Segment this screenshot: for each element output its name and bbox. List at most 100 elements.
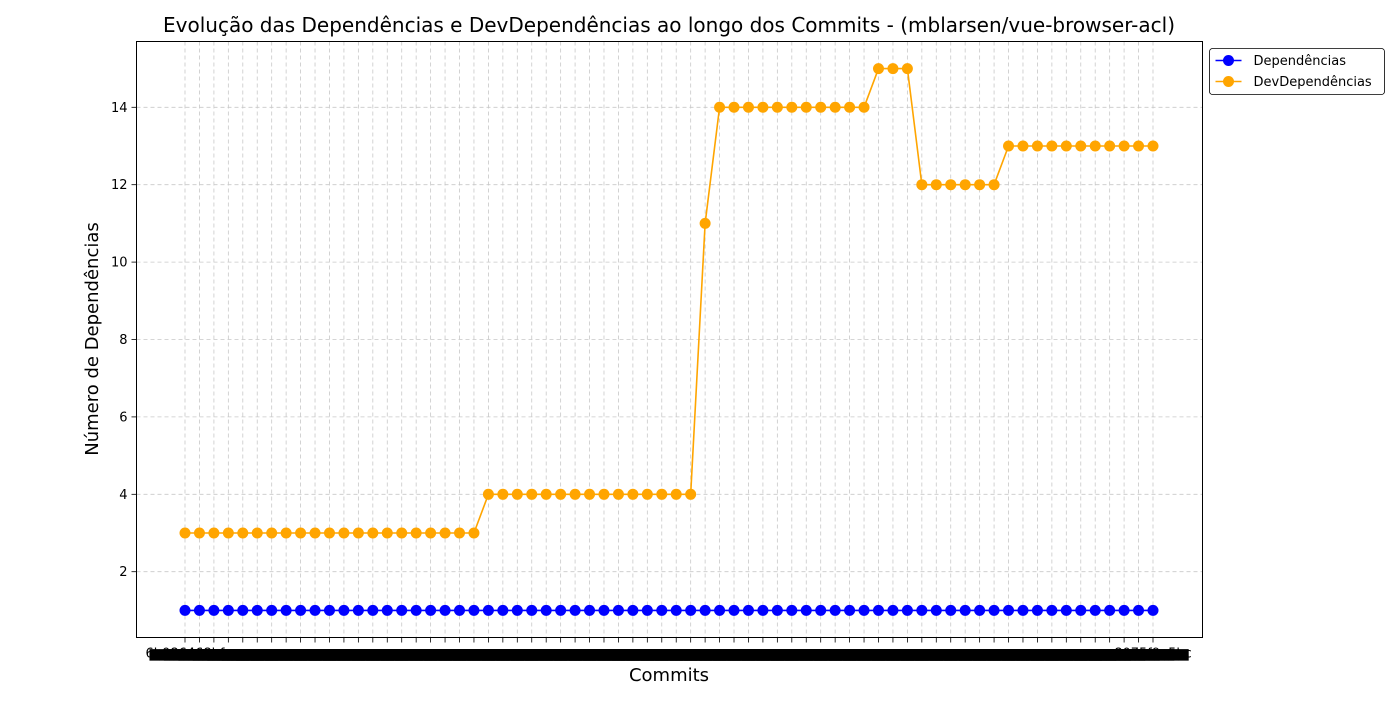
y-tick-label: 4 bbox=[119, 488, 127, 503]
x-tick-label: ▆▆▆▆▆▆▆▆▆▆ bbox=[712, 647, 814, 662]
x-tick-label: ▆▆▆▆▆▆▆▆▆▆ bbox=[1088, 647, 1190, 662]
data-point bbox=[425, 527, 437, 539]
data-point bbox=[800, 604, 812, 616]
y-tick-label: 12 bbox=[111, 178, 128, 193]
x-tick-label: ▆▆▆▆▆▆▆▆▆▆ bbox=[726, 647, 828, 662]
data-point bbox=[1003, 140, 1015, 152]
data-point bbox=[540, 604, 552, 616]
series-line bbox=[185, 67, 1153, 534]
series-dependencias bbox=[179, 604, 1159, 616]
x-tick-label: ▆▆▆▆▆▆▆▆▆▆ bbox=[900, 647, 1002, 662]
x-tick-label: ▆▆▆▆▆▆▆▆▆▆ bbox=[741, 647, 843, 662]
data-point bbox=[482, 604, 494, 616]
ticks: 24681012146b086468bf▆▆▆▆▆▆▆▆▆▆▆▆▆▆▆▆▆▆▆▆… bbox=[111, 101, 1192, 662]
data-point bbox=[670, 604, 682, 616]
x-tick-label: ▆▆▆▆▆▆▆▆▆▆ bbox=[293, 647, 395, 662]
data-point bbox=[352, 527, 364, 539]
data-point bbox=[627, 604, 639, 616]
x-tick-label: ▆▆▆▆▆▆▆▆▆▆ bbox=[813, 647, 915, 662]
data-point bbox=[511, 604, 523, 616]
x-tick-label: ▆▆▆▆▆▆▆▆▆▆ bbox=[611, 647, 713, 662]
data-point bbox=[887, 63, 899, 75]
data-point bbox=[714, 101, 726, 113]
series-layer bbox=[179, 63, 1159, 616]
data-point bbox=[1104, 604, 1116, 616]
x-tick-label: ▆▆▆▆▆▆▆▆▆▆ bbox=[553, 647, 655, 662]
x-tick-label: ▆▆▆▆▆▆▆▆▆▆ bbox=[1059, 647, 1161, 662]
data-point bbox=[526, 488, 538, 500]
data-point bbox=[988, 604, 1000, 616]
data-point bbox=[714, 604, 726, 616]
y-tick-label: 6 bbox=[119, 410, 127, 425]
data-point bbox=[584, 488, 596, 500]
data-point bbox=[916, 179, 928, 191]
data-point bbox=[208, 604, 220, 616]
data-point bbox=[945, 179, 957, 191]
data-point bbox=[222, 604, 234, 616]
x-tick-label: ▆▆▆▆▆▆▆▆▆▆ bbox=[697, 647, 799, 662]
data-point bbox=[829, 101, 841, 113]
x-tick-label: ▆▆▆▆▆▆▆▆▆▆ bbox=[235, 647, 337, 662]
legend-marker bbox=[1223, 76, 1234, 87]
x-tick-label: ▆▆▆▆▆▆▆▆▆▆ bbox=[495, 647, 597, 662]
x-tick-label: ▆▆▆▆▆▆▆▆▆▆ bbox=[596, 647, 698, 662]
data-point bbox=[858, 604, 870, 616]
data-point bbox=[612, 604, 624, 616]
data-point bbox=[699, 217, 711, 229]
data-point bbox=[728, 604, 740, 616]
legend: Dependências DevDependências bbox=[1209, 48, 1385, 95]
data-point bbox=[1060, 604, 1072, 616]
data-point bbox=[569, 488, 581, 500]
data-point bbox=[612, 488, 624, 500]
x-tick-label: ▆▆▆▆▆▆▆▆▆▆ bbox=[799, 647, 901, 662]
data-point bbox=[829, 604, 841, 616]
data-point bbox=[251, 527, 263, 539]
chart-title: Evolução das Dependências e DevDependênc… bbox=[163, 13, 1175, 37]
x-tick-label: ▆▆▆▆▆▆▆▆▆▆ bbox=[986, 647, 1088, 662]
data-point bbox=[439, 604, 451, 616]
x-tick-label: ▆▆▆▆▆▆▆▆▆▆ bbox=[871, 647, 973, 662]
data-point bbox=[323, 604, 335, 616]
data-point bbox=[555, 604, 567, 616]
data-point bbox=[266, 604, 278, 616]
data-point bbox=[309, 527, 321, 539]
x-tick-label: ▆▆▆▆▆▆▆▆▆▆ bbox=[582, 647, 684, 662]
data-point bbox=[1017, 140, 1029, 152]
x-tick-label: ▆▆▆▆▆▆▆▆▆▆ bbox=[192, 647, 294, 662]
x-tick-label: ▆▆▆▆▆▆▆▆▆▆ bbox=[510, 647, 612, 662]
data-point bbox=[786, 101, 798, 113]
data-point bbox=[959, 604, 971, 616]
data-point bbox=[497, 488, 509, 500]
x-tick-label: ▆▆▆▆▆▆▆▆▆▆ bbox=[972, 647, 1074, 662]
x-tick-label: ▆▆▆▆▆▆▆▆▆▆ bbox=[856, 647, 958, 662]
data-point bbox=[237, 604, 249, 616]
data-point bbox=[974, 604, 986, 616]
data-point bbox=[193, 604, 205, 616]
data-point bbox=[757, 604, 769, 616]
x-tick-label: ▆▆▆▆▆▆▆▆▆▆ bbox=[351, 647, 453, 662]
x-axis-label: Commits bbox=[629, 665, 709, 686]
x-tick-label: ▆▆▆▆▆▆▆▆▆▆ bbox=[380, 647, 482, 662]
x-tick-label: ▆▆▆▆▆▆▆▆▆▆ bbox=[409, 647, 511, 662]
x-tick-label: ▆▆▆▆▆▆▆▆▆▆ bbox=[943, 647, 1045, 662]
data-point bbox=[439, 527, 451, 539]
data-point bbox=[266, 527, 278, 539]
data-point bbox=[685, 604, 697, 616]
series-devdependencias bbox=[179, 63, 1159, 539]
data-point bbox=[396, 604, 408, 616]
data-point bbox=[757, 101, 769, 113]
data-point bbox=[526, 604, 538, 616]
x-tick-label: ▆▆▆▆▆▆▆▆▆▆ bbox=[452, 647, 554, 662]
data-point bbox=[800, 101, 812, 113]
x-tick-label: ▆▆▆▆▆▆▆▆▆▆ bbox=[770, 647, 872, 662]
data-point bbox=[930, 179, 942, 191]
legend-box bbox=[1209, 48, 1385, 95]
x-tick-label: ▆▆▆▆▆▆▆▆▆▆ bbox=[885, 647, 987, 662]
data-point bbox=[685, 488, 697, 500]
data-point bbox=[641, 488, 653, 500]
x-tick-label: ▆▆▆▆▆▆▆▆▆▆ bbox=[828, 647, 930, 662]
data-point bbox=[887, 604, 899, 616]
legend-label: Dependências bbox=[1254, 54, 1347, 69]
y-tick-label: 8 bbox=[119, 333, 127, 348]
x-tick-label: ▆▆▆▆▆▆▆▆▆▆ bbox=[177, 647, 279, 662]
